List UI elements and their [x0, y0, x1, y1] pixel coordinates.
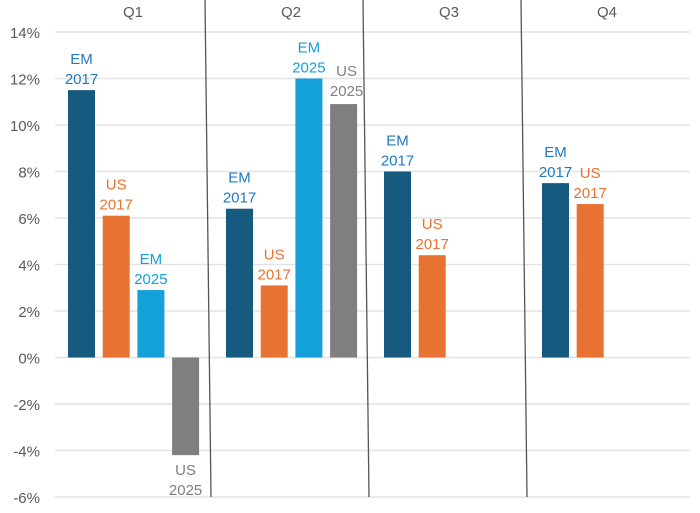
quarter-divider: [520, 0, 528, 498]
data-label: US: [264, 246, 285, 263]
bar-em-2025: [295, 78, 323, 358]
y-tick-label: -2%: [13, 397, 40, 414]
data-label: EM: [298, 40, 321, 57]
data-label: 2017: [539, 164, 572, 181]
data-label: US: [422, 216, 443, 233]
bar-em-2017: [68, 90, 95, 358]
y-tick-label: 10%: [10, 118, 40, 135]
quarter-divider: [204, 0, 212, 498]
data-label: US: [106, 177, 127, 194]
data-label: EM: [70, 51, 93, 68]
category-label: Q1: [123, 4, 143, 21]
y-tick-label: 14%: [10, 25, 40, 42]
y-tick-label: -4%: [13, 444, 40, 461]
quarter-divider: [362, 0, 370, 498]
y-tick-label: 12%: [10, 72, 40, 89]
bar-em-2017: [384, 171, 411, 358]
data-label: EM: [228, 170, 251, 187]
bar-em-2017: [542, 183, 569, 358]
data-label: 2025: [292, 60, 325, 77]
data-label: EM: [544, 144, 567, 161]
data-label: 2017: [65, 71, 98, 88]
bar-us-2017: [418, 255, 446, 358]
data-label: 2025: [134, 271, 167, 288]
data-label: 2017: [381, 153, 414, 170]
data-label: 2017: [416, 236, 449, 253]
data-label: 2017: [223, 190, 256, 207]
y-tick-label: -6%: [13, 490, 40, 507]
data-label: US: [336, 63, 357, 80]
data-label: 2017: [100, 197, 133, 214]
data-label: 2025: [330, 83, 363, 100]
y-tick-label: 8%: [18, 165, 40, 182]
data-label: US: [580, 165, 601, 182]
bar-us-2025: [172, 357, 200, 456]
y-tick-label: 6%: [18, 211, 40, 228]
data-label: 2017: [258, 266, 291, 283]
bar-us-2017: [576, 204, 604, 358]
category-label: Q2: [281, 4, 301, 21]
category-label: Q3: [439, 4, 459, 21]
bar-us-2017: [102, 215, 130, 358]
data-label: 2017: [574, 185, 607, 202]
y-tick-label: 0%: [18, 351, 40, 368]
data-label: US: [175, 462, 196, 479]
y-tick-label: 4%: [18, 258, 40, 275]
bar-us-2025: [330, 104, 358, 358]
y-tick-label: 2%: [18, 304, 40, 321]
data-label: EM: [140, 251, 163, 268]
data-label: 2025: [169, 482, 202, 499]
data-label: EM: [386, 133, 409, 150]
bar-em-2025: [137, 290, 165, 358]
bar-em-2017: [226, 208, 253, 358]
category-label: Q4: [597, 4, 617, 21]
bar-us-2017: [260, 285, 288, 358]
